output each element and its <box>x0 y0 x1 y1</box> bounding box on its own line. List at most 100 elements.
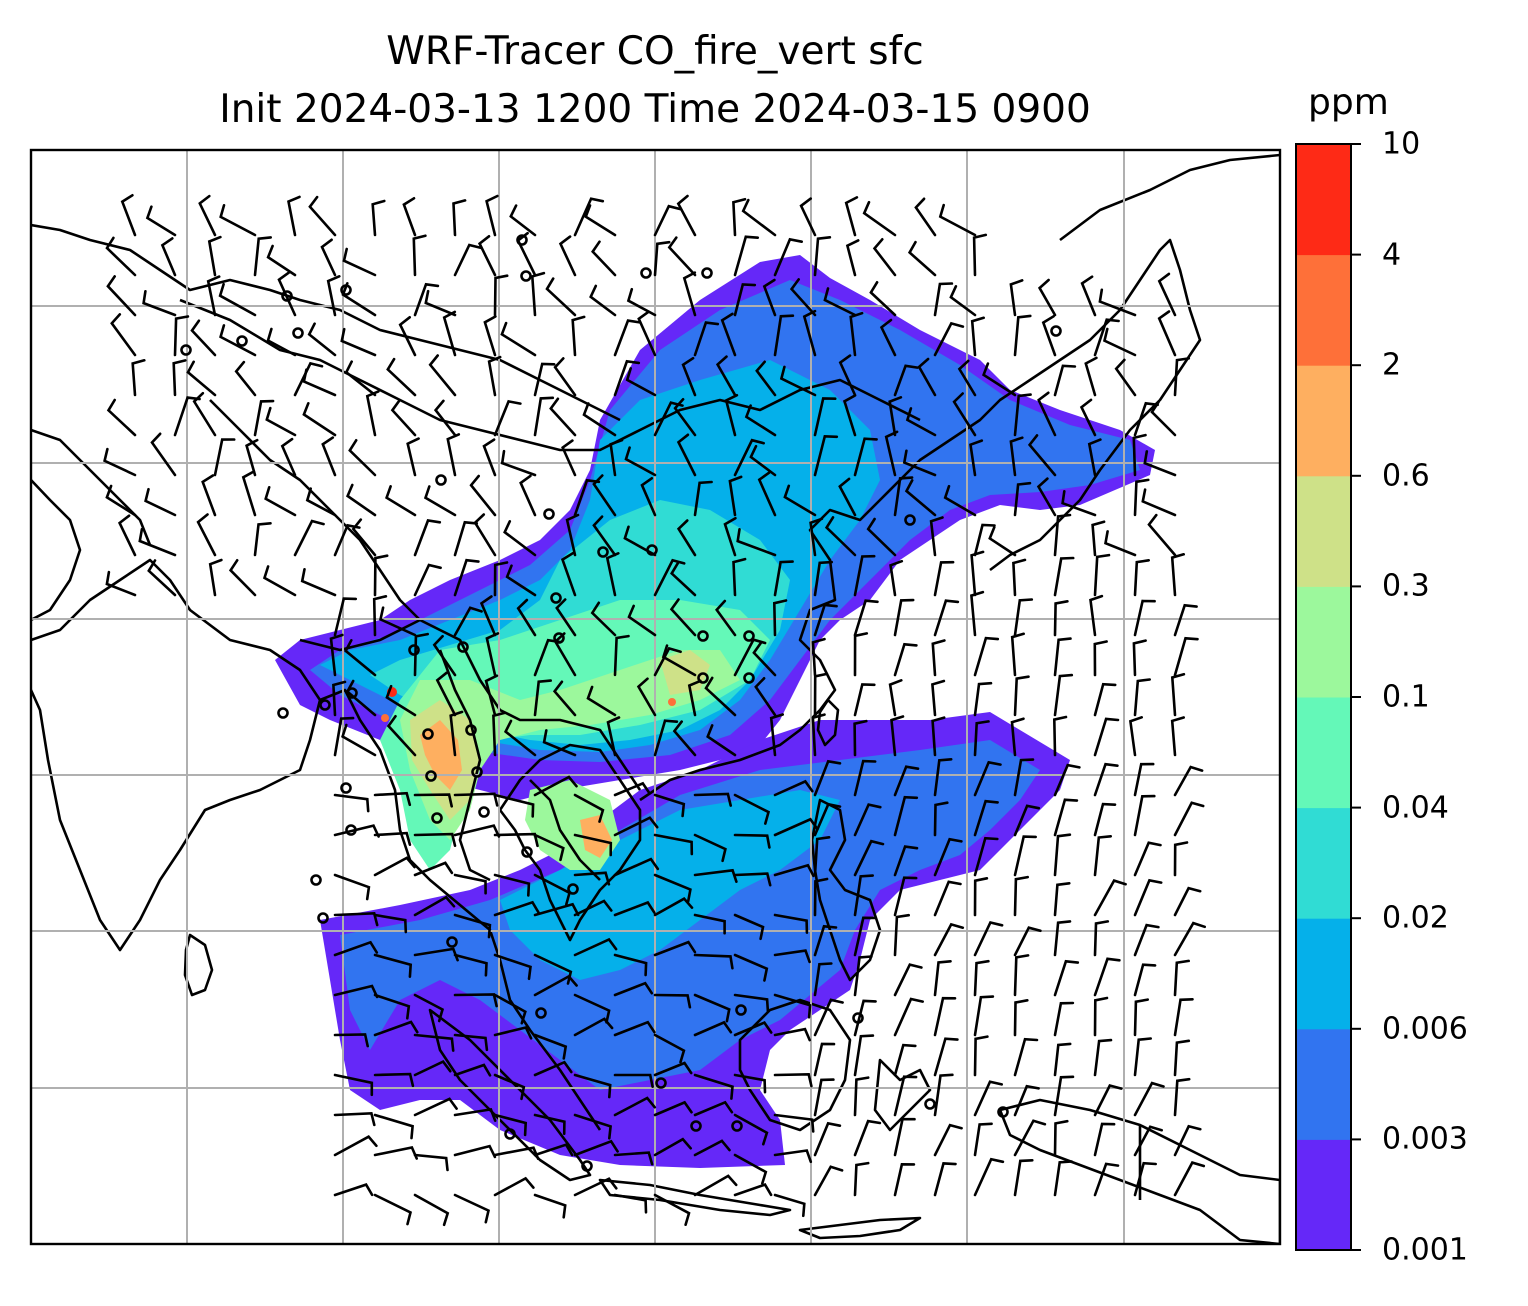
wind-barb <box>365 390 380 437</box>
wind-barb <box>1133 1161 1157 1197</box>
wind-barb <box>723 516 737 557</box>
wind-barb <box>1010 717 1025 757</box>
colorbar <box>1295 143 1361 1251</box>
wind-barb <box>853 874 874 917</box>
wind-barb <box>103 447 137 477</box>
wind-barb <box>693 1174 738 1197</box>
wind-barb <box>333 984 379 999</box>
wind-barb <box>1173 1161 1206 1197</box>
wind-barb <box>348 439 377 477</box>
wind-barb <box>582 402 617 437</box>
colorbar-segment <box>1296 1139 1351 1251</box>
colorbar-tick-label: 0.1 <box>1382 679 1430 715</box>
wind-barb <box>637 310 657 357</box>
calm-wind-circle <box>690 1120 702 1132</box>
wind-barb <box>1013 1119 1047 1157</box>
wind-barb <box>493 832 539 848</box>
wind-barb <box>1053 556 1075 597</box>
wind-barb <box>503 719 537 757</box>
wind-barb <box>1041 315 1057 357</box>
wind-barb <box>530 271 546 317</box>
wind-barb <box>117 514 137 557</box>
wind-barb <box>606 716 621 757</box>
wind-barb <box>120 194 137 237</box>
wind-barb <box>952 392 977 437</box>
wind-barb <box>693 913 726 935</box>
wind-barb <box>253 236 272 277</box>
calm-wind-circle <box>597 546 609 558</box>
wind-barb <box>1053 673 1074 717</box>
wind-barb <box>329 633 344 677</box>
wind-barb <box>533 1193 567 1219</box>
wind-barb <box>802 309 817 357</box>
wind-barb <box>218 282 257 317</box>
wind-barb <box>669 598 697 637</box>
wind-barb <box>449 710 464 757</box>
wind-barb <box>413 793 453 808</box>
wind-barb <box>1093 1162 1120 1197</box>
wind-barb <box>435 671 457 717</box>
wind-barb <box>555 598 577 637</box>
wind-barb <box>733 993 770 1013</box>
wind-barb <box>693 1100 734 1117</box>
colorbar-tick-label: 0.006 <box>1382 1011 1468 1047</box>
wind-barb <box>245 438 259 477</box>
colorbar-segment <box>1296 1028 1351 1140</box>
calm-wind-circle <box>924 1098 936 1110</box>
wind-barb <box>1012 558 1027 597</box>
wind-barb <box>542 729 577 757</box>
wind-barb <box>453 824 501 838</box>
wind-barb <box>853 599 879 637</box>
wind-barb <box>811 713 826 757</box>
wind-barb <box>413 1153 449 1172</box>
wind-barb <box>1133 963 1157 997</box>
wind-barb <box>453 606 483 637</box>
coastline-kamchatka-north <box>1059 153 1280 242</box>
wind-barb <box>110 313 137 357</box>
wind-barb <box>813 1042 836 1077</box>
calm-wind-circle <box>553 632 565 644</box>
tracer-fire-spot <box>668 698 676 706</box>
wind-barb <box>813 802 842 837</box>
wind-barb <box>485 194 499 237</box>
wind-barb <box>933 560 955 597</box>
wind-barb <box>613 1151 654 1166</box>
calm-wind-circle <box>340 782 352 794</box>
wind-barb <box>333 793 370 813</box>
wind-barb <box>1133 559 1150 597</box>
wind-barb <box>308 195 337 237</box>
wind-barb <box>1173 1077 1191 1117</box>
wind-barb <box>623 525 657 557</box>
wind-barb <box>1013 481 1032 517</box>
wind-barb <box>653 240 671 277</box>
wind-barb <box>933 960 952 997</box>
wind-barb <box>453 873 487 895</box>
wind-barb <box>442 310 457 357</box>
wind-barb <box>973 995 995 1037</box>
wind-barb <box>931 716 946 757</box>
wind-barb <box>413 563 442 597</box>
wind-barb <box>505 564 537 597</box>
wind-barb <box>653 993 692 1009</box>
wind-barb <box>667 236 697 277</box>
wind-barb <box>373 953 413 978</box>
wind-barb <box>931 639 946 677</box>
wind-barb <box>326 275 341 317</box>
wind-barb <box>373 856 416 877</box>
wind-barb <box>693 953 734 970</box>
wind-barb <box>613 1073 654 1088</box>
wind-barb <box>933 922 965 957</box>
calm-wind-circle <box>743 630 755 642</box>
wind-barb <box>704 676 737 717</box>
wind-barb <box>192 391 217 437</box>
wind-barb <box>973 1122 993 1157</box>
border-indochina-interior <box>529 779 601 881</box>
wind-barb <box>565 513 580 557</box>
wind-barb <box>1053 513 1072 557</box>
wind-barb <box>970 590 985 637</box>
wind-barb <box>160 237 177 277</box>
wind-barb <box>838 354 857 397</box>
wind-barb <box>715 599 737 637</box>
wind-barb <box>609 438 624 477</box>
wind-barb <box>813 836 831 877</box>
